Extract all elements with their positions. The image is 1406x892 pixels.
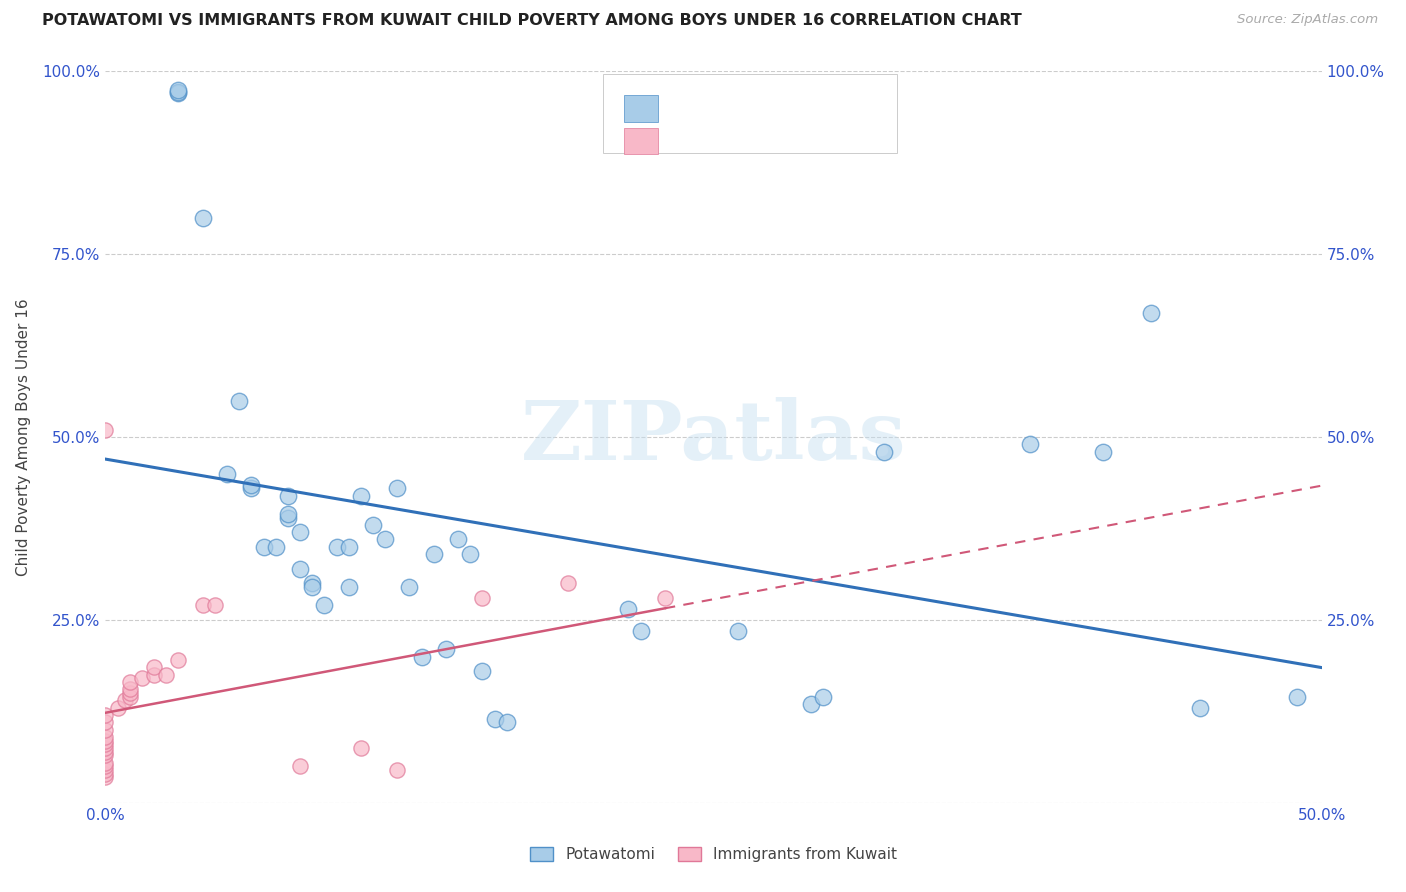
Point [314, 599, 336, 613]
Point [264, 540, 287, 554]
Point [155, 667, 177, 681]
Point [617, 602, 640, 616]
Point [277, 489, 299, 503]
Point [94, 763, 117, 777]
Point [557, 576, 579, 591]
Text: R =: R = [669, 132, 710, 150]
Point [94, 756, 117, 770]
Point [337, 580, 360, 594]
Point [288, 525, 311, 540]
Point [301, 580, 323, 594]
Text: Source: ZipAtlas.com: Source: ZipAtlas.com [1237, 13, 1378, 27]
Point [288, 562, 311, 576]
Point [204, 599, 226, 613]
Point [458, 547, 481, 561]
Point [350, 489, 373, 503]
Point [94, 770, 117, 784]
Point [240, 481, 263, 495]
Point [252, 540, 274, 554]
Point [471, 664, 494, 678]
Point [873, 444, 896, 458]
Point [387, 763, 409, 777]
Point [191, 211, 214, 225]
Text: N =: N = [733, 132, 769, 150]
Point [423, 547, 446, 561]
Point [301, 576, 323, 591]
Text: 45: 45 [758, 100, 783, 118]
Point [191, 599, 214, 613]
Y-axis label: Child Poverty Among Boys Under 16: Child Poverty Among Boys Under 16 [17, 298, 31, 576]
Point [228, 393, 250, 408]
Point [143, 660, 166, 674]
Point [118, 686, 141, 700]
Point [1189, 700, 1212, 714]
Point [471, 591, 494, 605]
Point [374, 533, 396, 547]
Point [495, 715, 517, 730]
Text: ZIPatlas: ZIPatlas [520, 397, 907, 477]
Point [217, 467, 239, 481]
Point [325, 540, 347, 554]
Point [94, 745, 117, 759]
Point [337, 540, 360, 554]
Point [167, 653, 190, 667]
Point [630, 624, 652, 638]
Point [94, 733, 117, 747]
Point [240, 477, 263, 491]
Point [447, 533, 470, 547]
Point [94, 759, 117, 773]
Text: POTAWATOMI VS IMMIGRANTS FROM KUWAIT CHILD POVERTY AMONG BOYS UNDER 16 CORRELATI: POTAWATOMI VS IMMIGRANTS FROM KUWAIT CHI… [42, 13, 1022, 29]
Point [131, 672, 153, 686]
Point [94, 740, 117, 755]
Point [94, 715, 117, 730]
Point [94, 766, 117, 780]
Text: 0.348: 0.348 [696, 100, 752, 118]
Point [484, 712, 506, 726]
Point [434, 642, 457, 657]
Point [94, 708, 117, 723]
Point [350, 740, 373, 755]
Point [288, 759, 311, 773]
Point [167, 85, 190, 99]
Point [94, 723, 117, 737]
Point [167, 83, 190, 97]
Point [94, 730, 117, 744]
Point [143, 667, 166, 681]
Point [277, 510, 299, 524]
Point [167, 87, 190, 101]
Point [118, 682, 141, 697]
Text: 0.178: 0.178 [696, 132, 752, 150]
Text: R =: R = [669, 100, 704, 118]
Point [811, 690, 834, 704]
Point [727, 624, 749, 638]
Point [114, 693, 136, 707]
Point [1286, 690, 1309, 704]
Point [94, 748, 117, 763]
Point [107, 700, 129, 714]
Point [411, 649, 433, 664]
Point [1091, 444, 1114, 458]
Point [118, 675, 141, 690]
Point [94, 737, 117, 751]
Legend: Potawatomi, Immigrants from Kuwait: Potawatomi, Immigrants from Kuwait [524, 841, 903, 868]
Point [1018, 437, 1040, 451]
Point [800, 697, 823, 711]
Point [361, 517, 384, 532]
Point [277, 507, 299, 521]
Point [398, 580, 420, 594]
Text: 34: 34 [758, 132, 783, 150]
Point [387, 481, 409, 495]
Point [654, 591, 676, 605]
Point [1140, 306, 1163, 320]
Text: N =: N = [733, 100, 769, 118]
Point [118, 690, 141, 704]
Point [94, 423, 117, 437]
